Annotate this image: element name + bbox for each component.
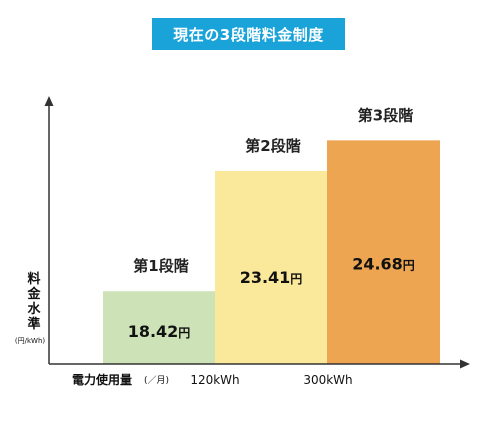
bars-layer: 第1段階 18.42円 第2段階 23.41円 第3段階 24.68円	[103, 106, 440, 364]
y-axis-label-char: 水	[27, 301, 41, 317]
tier-label: 第2段階	[245, 137, 300, 155]
bar-tier-1	[103, 291, 215, 364]
labels-layer: 電力使用量 (／月) 120kWh 300kWh 料 金 水 準 (円/kWh)	[15, 271, 353, 387]
y-axis-arrow-icon	[44, 96, 54, 106]
x-tick-label: 120kWh	[190, 373, 239, 387]
bar-tier-3	[327, 140, 440, 364]
x-axis-unit: (／月)	[144, 375, 169, 386]
x-axis-arrow-icon	[460, 359, 470, 369]
value-label: 18.42円	[128, 322, 191, 341]
value-label: 23.41円	[240, 268, 303, 287]
x-axis-label: 電力使用量	[72, 372, 132, 387]
y-axis-unit: (円/kWh)	[15, 337, 46, 345]
tier-label: 第1段階	[133, 257, 188, 275]
y-axis-label-char: 料	[27, 271, 40, 287]
y-axis-label-char: 準	[27, 316, 40, 332]
x-tick-label: 300kWh	[303, 373, 352, 387]
axes-layer	[44, 96, 470, 369]
value-label: 24.68円	[352, 254, 415, 273]
bar-tier-2	[215, 170, 327, 364]
y-axis-label-char: 金	[26, 286, 41, 302]
chart-title: 現在の3段階料金制度	[152, 18, 345, 50]
tier-label: 第3段階	[358, 106, 413, 124]
